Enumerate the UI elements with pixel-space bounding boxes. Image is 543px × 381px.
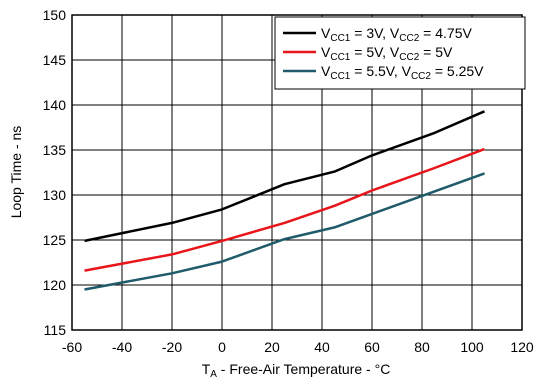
x-tick-label: 60 [364, 339, 380, 355]
legend-label-1: VCC1 = 3V, VCC2 = 4.75V [321, 25, 473, 44]
x-tick-label: 100 [460, 339, 484, 355]
y-tick-label: 145 [43, 52, 67, 68]
x-tick-label: -60 [62, 339, 82, 355]
series-line-1 [84, 110, 485, 243]
legend-entry-1: VCC1 = 3V, VCC2 = 4.75V [283, 25, 473, 44]
y-tick-label: 140 [43, 97, 67, 113]
legend: VCC1 = 3V, VCC2 = 4.75V VCC1 = 5V, VCC2 … [274, 16, 526, 90]
y-tick-label: 125 [43, 232, 67, 248]
x-tick-label: 40 [314, 339, 330, 355]
x-tick-label: -20 [162, 339, 182, 355]
series-line-2 [84, 147, 485, 272]
x-tick-label: -40 [112, 339, 132, 355]
y-tick-label: 115 [44, 322, 67, 338]
y-tick-labels: 115 120 125 130 135 140 145 150 [43, 7, 67, 338]
x-tick-labels: -60 -40 -20 0 20 40 60 80 100 120 [62, 339, 534, 355]
y-tick-label: 135 [43, 142, 67, 158]
x-tick-label: 20 [264, 339, 280, 355]
x-tick-label: 0 [218, 339, 226, 355]
legend-label-3: VCC1 = 5.5V, VCC2 = 5.25V [321, 63, 484, 82]
legend-box [274, 16, 526, 90]
y-tick-label: 120 [43, 277, 67, 293]
y-tick-label: 130 [43, 187, 67, 203]
y-tick-label: 150 [43, 7, 67, 23]
series-line-3 [84, 172, 485, 291]
legend-entry-3: VCC1 = 5.5V, VCC2 = 5.25V [283, 63, 484, 82]
legend-entry-2: VCC1 = 5V, VCC2 = 5V [283, 44, 453, 63]
legend-label-2: VCC1 = 5V, VCC2 = 5V [321, 44, 453, 63]
x-tick-label: 80 [414, 339, 430, 355]
series-lines [84, 110, 485, 291]
plot-frame [71, 14, 523, 331]
x-axis-title: TA - Free-Air Temperature - °C [202, 361, 391, 380]
x-tick-label: 120 [510, 339, 534, 355]
y-axis-title: Loop Time - ns [8, 126, 24, 219]
